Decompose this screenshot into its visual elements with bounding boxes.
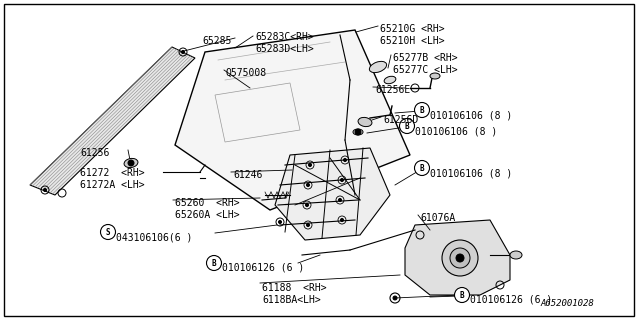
Text: 65210G <RH>: 65210G <RH>	[380, 24, 445, 34]
Polygon shape	[175, 30, 410, 210]
Text: 65277C <LH>: 65277C <LH>	[393, 65, 458, 75]
Circle shape	[340, 219, 344, 221]
Ellipse shape	[369, 61, 387, 73]
Text: B: B	[212, 259, 216, 268]
Text: 61256D: 61256D	[383, 115, 419, 125]
Text: 010106106 (8 ): 010106106 (8 )	[415, 126, 497, 136]
Ellipse shape	[124, 158, 138, 168]
Circle shape	[415, 102, 429, 117]
Text: 6118BA<LH>: 6118BA<LH>	[262, 295, 321, 305]
Circle shape	[344, 158, 346, 162]
Text: 010106126 (6 ): 010106126 (6 )	[222, 263, 304, 273]
Circle shape	[278, 220, 282, 223]
Text: 65260A <LH>: 65260A <LH>	[175, 210, 239, 220]
Ellipse shape	[358, 117, 372, 127]
Text: S: S	[106, 228, 110, 236]
Text: 61076A: 61076A	[420, 213, 455, 223]
Circle shape	[308, 164, 312, 166]
Circle shape	[307, 223, 310, 227]
Circle shape	[182, 51, 184, 53]
Text: 65283D<LH>: 65283D<LH>	[255, 44, 314, 54]
Circle shape	[207, 255, 221, 270]
Text: B: B	[404, 122, 410, 131]
Circle shape	[339, 198, 342, 202]
Text: 65210H <LH>: 65210H <LH>	[380, 36, 445, 46]
Text: 043106106(6 ): 043106106(6 )	[116, 232, 193, 242]
Text: B: B	[420, 106, 424, 115]
Ellipse shape	[510, 251, 522, 259]
Circle shape	[305, 204, 308, 206]
Polygon shape	[405, 220, 510, 295]
Text: 61256: 61256	[80, 148, 109, 158]
Circle shape	[307, 183, 310, 187]
Text: 010106126 (6 ): 010106126 (6 )	[470, 295, 552, 305]
Text: 61246: 61246	[233, 170, 262, 180]
Text: 010106106 (8 ): 010106106 (8 )	[430, 110, 512, 120]
Text: A652001028: A652001028	[540, 299, 594, 308]
Text: 65283C<RH>: 65283C<RH>	[255, 32, 314, 42]
Text: 61188  <RH>: 61188 <RH>	[262, 283, 326, 293]
Text: 65285: 65285	[202, 36, 232, 46]
Circle shape	[100, 225, 115, 239]
Circle shape	[442, 240, 478, 276]
Text: 65260  <RH>: 65260 <RH>	[175, 198, 239, 208]
Circle shape	[44, 188, 47, 191]
Circle shape	[456, 254, 464, 262]
Text: 65277B <RH>: 65277B <RH>	[393, 53, 458, 63]
Text: 61256E: 61256E	[375, 85, 410, 95]
Text: B: B	[460, 291, 464, 300]
Polygon shape	[30, 47, 195, 195]
Ellipse shape	[430, 73, 440, 79]
Ellipse shape	[384, 76, 396, 84]
Text: 61272  <RH>: 61272 <RH>	[80, 168, 145, 178]
Text: Q575008: Q575008	[226, 68, 267, 78]
Text: 010106106 (8 ): 010106106 (8 )	[430, 168, 512, 178]
Circle shape	[454, 287, 470, 302]
Text: B: B	[420, 164, 424, 172]
Circle shape	[340, 179, 344, 181]
Circle shape	[450, 248, 470, 268]
Circle shape	[393, 296, 397, 300]
Ellipse shape	[353, 129, 363, 135]
Circle shape	[355, 129, 361, 135]
Circle shape	[128, 160, 134, 166]
Circle shape	[415, 161, 429, 175]
Polygon shape	[275, 148, 390, 240]
Text: 61272A <LH>: 61272A <LH>	[80, 180, 145, 190]
Circle shape	[399, 118, 415, 133]
